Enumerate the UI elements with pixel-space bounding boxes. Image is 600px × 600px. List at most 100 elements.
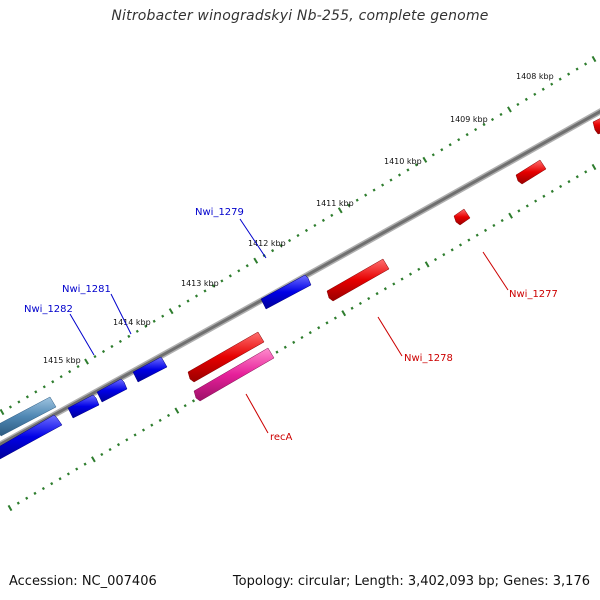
gene-arrow-minus-nwi-1278[interactable] — [326, 258, 390, 302]
minor-tick-mark — [483, 228, 488, 232]
gene-label-nwi-1279[interactable]: Nwi_1279 — [195, 207, 244, 218]
minus-strand-genes — [187, 116, 600, 402]
gene-arrow-minus[interactable] — [515, 159, 547, 185]
minor-tick-mark — [8, 405, 13, 409]
minor-tick-mark — [408, 272, 413, 276]
leader-nwi-1278 — [377, 316, 403, 357]
minor-tick-mark — [475, 233, 479, 237]
minor-tick-mark — [458, 243, 463, 247]
minor-tick-mark — [100, 452, 104, 457]
major-tick-mark — [422, 156, 428, 163]
minor-tick-mark — [467, 238, 471, 242]
gene-block-steel[interactable] — [0, 396, 57, 437]
tick-label-1408: 1408 kbp — [516, 72, 554, 81]
major-tick-mark — [591, 55, 597, 63]
minor-tick-mark — [400, 277, 404, 281]
inner-tick-track — [7, 163, 597, 512]
minor-tick-mark — [347, 203, 351, 207]
minor-tick-mark — [296, 233, 300, 238]
gene-arrow-minus-nwi-1277[interactable] — [453, 208, 471, 226]
minor-tick-mark — [125, 438, 129, 442]
gene-arrow-minus[interactable] — [592, 116, 600, 135]
tick-label-1412: 1412 kbp — [248, 239, 286, 248]
major-tick-mark — [591, 163, 597, 171]
gene-labels: Nwi_1279 Nwi_1281 Nwi_1282 Nwi_1277 Nwi_… — [24, 207, 558, 443]
minor-tick-mark — [330, 213, 334, 217]
tick-label-1410: 1410 kbp — [384, 157, 422, 166]
gene-label-nwi-1281[interactable]: Nwi_1281 — [62, 284, 111, 295]
major-tick-mark — [253, 257, 259, 264]
minor-tick-mark — [558, 77, 562, 81]
minor-tick-mark — [133, 433, 137, 437]
minor-tick-mark — [550, 82, 554, 86]
minor-tick-mark — [141, 428, 146, 432]
minor-tick-mark — [358, 301, 362, 305]
minor-tick-mark — [550, 189, 554, 193]
minor-tick-mark — [41, 486, 45, 491]
minor-tick-mark — [533, 92, 537, 96]
minor-tick-mark — [575, 175, 579, 179]
minor-tick-mark — [499, 112, 503, 117]
minor-tick-mark — [417, 267, 421, 271]
gene-label-nwi-1282[interactable]: Nwi_1282 — [24, 304, 73, 315]
gene-arrow-plus-nwi-1281[interactable] — [132, 356, 168, 383]
gene-arrow-plus[interactable] — [0, 414, 63, 460]
minor-tick-mark — [166, 413, 171, 418]
gene-arrow-minus-recA[interactable] — [193, 347, 275, 402]
minor-tick-mark — [51, 380, 55, 384]
minor-tick-mark — [275, 350, 279, 354]
minor-tick-mark — [66, 472, 70, 476]
major-tick-mark — [7, 504, 13, 512]
minor-tick-mark — [283, 345, 287, 349]
minor-tick-mark — [186, 299, 190, 303]
gene-arrow-minus[interactable] — [187, 331, 265, 383]
gene-label-recA[interactable]: recA — [270, 432, 293, 443]
minor-tick-mark — [110, 344, 114, 349]
minor-tick-mark — [76, 365, 80, 369]
major-tick-mark — [174, 407, 180, 414]
minor-tick-mark — [567, 180, 571, 184]
gene-label-nwi-1278[interactable]: Nwi_1278 — [404, 353, 453, 364]
minor-tick-mark — [313, 223, 317, 227]
minor-tick-mark — [534, 199, 538, 203]
gene-arrow-plus[interactable] — [67, 394, 100, 419]
minor-tick-mark — [450, 248, 454, 252]
minor-tick-mark — [397, 173, 402, 177]
minor-tick-mark — [300, 335, 304, 340]
minor-tick-mark — [559, 184, 563, 189]
minor-tick-mark — [317, 326, 321, 330]
minor-tick-mark — [59, 375, 63, 379]
leader-nwi-1277 — [482, 251, 509, 291]
minor-tick-mark — [118, 339, 122, 343]
tick-label-1413: 1413 kbp — [181, 279, 219, 288]
gene-label-nwi-1277[interactable]: Nwi_1277 — [509, 289, 558, 300]
outer-tick-track — [0, 55, 597, 416]
minor-tick-mark — [516, 102, 520, 106]
tick-label-1415: 1415 kbp — [43, 356, 81, 365]
gene-arrow-plus[interactable] — [96, 378, 128, 403]
leader-nwi-1282 — [69, 313, 95, 356]
minor-tick-mark — [525, 204, 529, 208]
minor-tick-mark — [381, 183, 385, 187]
minor-tick-mark — [542, 194, 546, 198]
accession-text: Accession: NC_007406 — [9, 574, 157, 589]
minor-tick-mark — [211, 284, 215, 288]
minor-tick-mark — [364, 193, 368, 197]
minor-tick-mark — [584, 170, 588, 174]
leader-nwi-1279 — [239, 218, 267, 259]
minor-tick-mark — [191, 399, 196, 403]
minor-tick-mark — [194, 294, 199, 298]
minor-tick-mark — [500, 218, 504, 223]
minor-tick-mark — [33, 491, 37, 495]
minor-tick-mark — [287, 238, 292, 243]
minor-tick-mark — [68, 370, 72, 374]
minor-tick-mark — [433, 257, 438, 262]
minor-tick-mark — [50, 482, 54, 486]
minor-tick-mark — [490, 117, 495, 122]
minor-tick-mark — [279, 244, 283, 248]
gene-arrow-plus-nwi-1279[interactable] — [260, 274, 312, 310]
tick-label-1414: 1414 kbp — [113, 318, 151, 327]
minor-tick-mark — [304, 228, 309, 233]
minor-tick-mark — [355, 198, 359, 202]
